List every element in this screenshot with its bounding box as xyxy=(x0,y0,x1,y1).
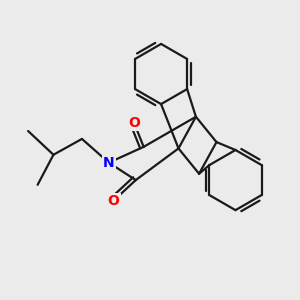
Text: O: O xyxy=(108,194,119,208)
Text: N: N xyxy=(103,156,115,170)
Text: O: O xyxy=(128,116,140,130)
